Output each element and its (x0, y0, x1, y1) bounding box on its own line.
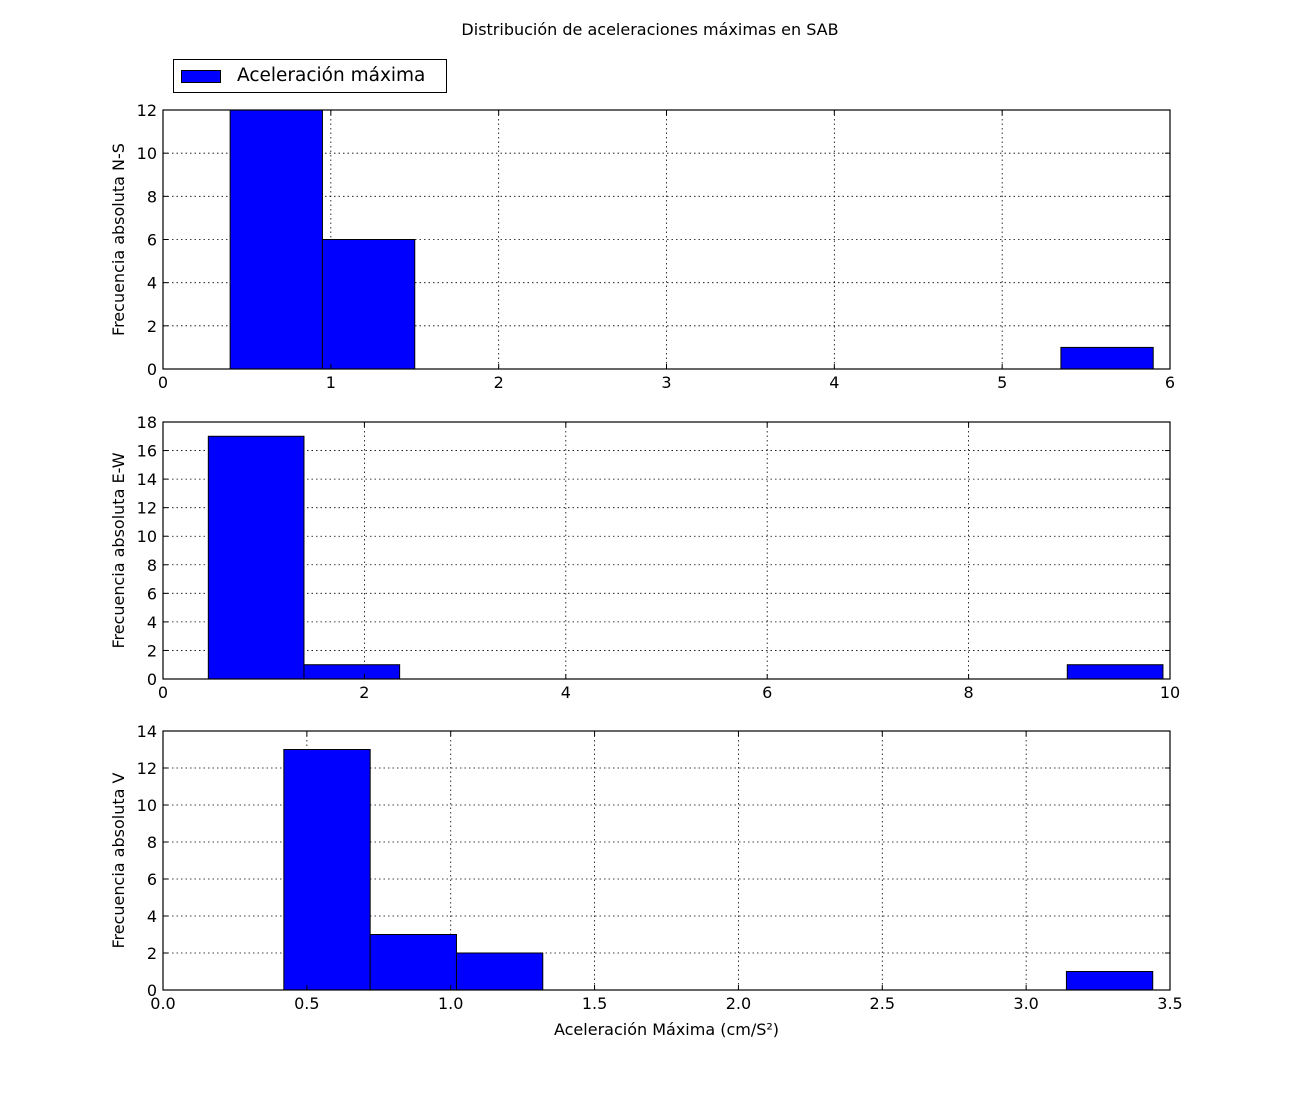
histogram-bar (321, 239, 416, 370)
x-tick-label: 0 (158, 683, 168, 702)
x-tick-label: 0.5 (294, 994, 319, 1013)
axes-frame (162, 421, 1171, 680)
legend: Aceleración máxima (173, 59, 447, 93)
x-tick-label: 8 (964, 683, 974, 702)
x-tick-label: 6 (1165, 373, 1175, 392)
y-tick-label: 4 (147, 274, 157, 293)
x-tick-label: 3 (661, 373, 671, 392)
histogram-bar (207, 435, 305, 680)
x-tick-label: 1.0 (438, 994, 463, 1013)
x-tick-label: 2.0 (726, 994, 751, 1013)
x-tick-label: 0 (158, 373, 168, 392)
y-tick-label: 2 (147, 641, 157, 660)
x-tick-label: 1.5 (582, 994, 607, 1013)
y-tick-label: 0 (147, 981, 157, 1000)
histogram-bar (1066, 664, 1164, 680)
legend-label: Aceleración máxima (237, 65, 426, 86)
x-tick-label: 6 (762, 683, 772, 702)
y-tick-label: 14 (137, 722, 157, 741)
x-axis-label: Aceleración Máxima (cm/S²) (554, 1020, 779, 1039)
y-tick-label: 2 (147, 317, 157, 336)
y-tick-label: 0 (147, 670, 157, 689)
x-tick-label: 10 (1160, 683, 1180, 702)
y-tick-label: 0 (147, 360, 157, 379)
histogram-bar (1060, 346, 1154, 370)
x-tick-label: 3.5 (1157, 994, 1182, 1013)
y-axis-label: Frecuencia absoluta N-S (109, 143, 128, 336)
histogram-bar (303, 664, 401, 680)
y-tick-label: 14 (137, 470, 157, 489)
x-tick-label: 4 (829, 373, 839, 392)
y-tick-label: 10 (137, 144, 157, 163)
legend-swatch (181, 70, 221, 83)
axes-frame (162, 730, 1171, 991)
histogram-bar (1065, 971, 1154, 991)
x-tick-label: 1 (326, 373, 336, 392)
y-tick-label: 8 (147, 556, 157, 575)
x-tick-label: 0.0 (150, 994, 175, 1013)
histogram-bar (455, 952, 544, 991)
x-tick-label: 4 (561, 683, 571, 702)
histogram-bar (369, 934, 457, 991)
y-tick-label: 2 (147, 944, 157, 963)
histogram-bar (283, 749, 371, 991)
x-tick-label: 2 (494, 373, 504, 392)
y-tick-label: 10 (137, 796, 157, 815)
y-tick-label: 16 (137, 442, 157, 461)
y-tick-label: 4 (147, 613, 157, 632)
figure-title: Distribución de aceleraciones máximas en… (461, 20, 839, 39)
y-axis-label: Frecuencia absoluta E-W (109, 452, 128, 648)
x-tick-label: 5 (997, 373, 1007, 392)
y-tick-label: 12 (137, 499, 157, 518)
x-tick-label: 2 (359, 683, 369, 702)
y-tick-label: 10 (137, 527, 157, 546)
y-tick-label: 12 (137, 101, 157, 120)
y-tick-label: 12 (137, 759, 157, 778)
y-axis-label: Frecuencia absoluta V (109, 772, 128, 948)
y-tick-label: 8 (147, 833, 157, 852)
y-tick-label: 6 (147, 870, 157, 889)
x-tick-label: 3.0 (1013, 994, 1038, 1013)
y-tick-label: 18 (137, 413, 157, 432)
y-tick-label: 8 (147, 187, 157, 206)
y-tick-label: 6 (147, 231, 157, 250)
x-tick-label: 2.5 (870, 994, 895, 1013)
histogram-bar (229, 109, 323, 370)
y-tick-label: 4 (147, 907, 157, 926)
y-tick-label: 6 (147, 584, 157, 603)
